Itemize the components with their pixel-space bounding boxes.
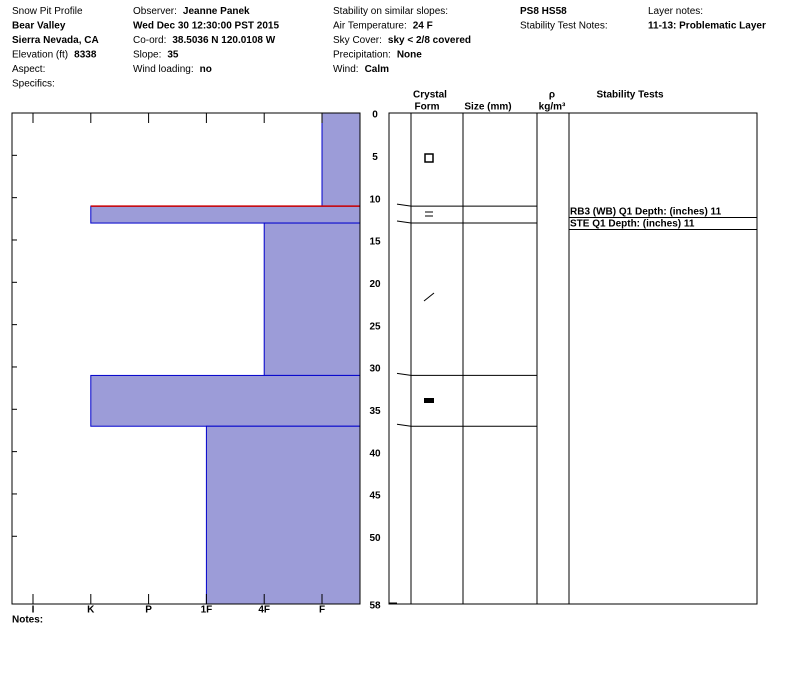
field-value: 35 — [167, 49, 179, 60]
field-value: Jeanne Panek — [183, 6, 250, 17]
hardness-layer — [90, 205, 361, 224]
header-field: PS8 HS58 — [520, 6, 567, 17]
field-value: 38.5036 N 120.0108 W — [172, 35, 275, 46]
header-field: Bear Valley — [12, 20, 66, 31]
layer-boundary — [396, 372, 412, 376]
header-field: Slope: 35 — [133, 49, 179, 60]
field-label: Stability Test Notes: — [520, 20, 608, 31]
field-value: Sierra Nevada, CA — [12, 35, 99, 46]
hardness-tick-label: F — [319, 605, 325, 616]
field-value: no — [200, 64, 212, 75]
depth-tick-label: 45 — [369, 491, 381, 502]
form-header: Form — [415, 102, 440, 113]
depth-tick-label: 5 — [372, 152, 378, 163]
field-value: None — [397, 49, 422, 60]
layer-boundary — [396, 220, 412, 224]
form-icon-crust — [424, 398, 434, 403]
header-field: Wind loading: no — [133, 64, 212, 75]
panel-frame — [388, 112, 758, 605]
depth-tick-label: 58 — [369, 601, 381, 612]
hardness-tick-label: 4F — [258, 605, 270, 616]
depth-tick-label: 15 — [369, 237, 381, 248]
header-field: Air Temperature: 24 F — [333, 20, 433, 31]
depth-tick-label: 35 — [369, 406, 381, 417]
stability-test: STE Q1 Depth: (inches) 11 — [570, 219, 695, 230]
field-label: Elevation (ft) — [12, 49, 68, 60]
field-label: Snow Pit Profile — [12, 6, 83, 17]
field-label: Specifics: — [12, 78, 55, 89]
header-field: Elevation (ft) 8338 — [12, 49, 97, 60]
depth-tick-label: 50 — [369, 533, 381, 544]
field-value: 8338 — [74, 49, 97, 60]
header-field: Layer notes: — [648, 6, 703, 17]
header-field: Precipitation: None — [333, 49, 422, 60]
depth-tick-label: 0 — [372, 110, 378, 121]
field-label: Precipitation: — [333, 49, 391, 60]
depth-tick-label: 40 — [369, 448, 381, 459]
field-value: Calm — [365, 64, 390, 75]
size-header: Size (mm) — [464, 102, 511, 113]
hardness-layer — [263, 222, 361, 376]
form-icon-decomposing — [423, 292, 435, 302]
field-label: Slope: — [133, 49, 161, 60]
field-label: Observer: — [133, 6, 177, 17]
header-field: Aspect: — [12, 64, 45, 75]
hardness-tick-label: 1F — [201, 605, 213, 616]
field-value: sky < 2/8 covered — [388, 35, 471, 46]
field-label: Wind: — [333, 64, 359, 75]
field-value: Wed Dec 30 12:30:00 PST 2015 — [133, 20, 279, 31]
stability-header: Stability Tests — [596, 90, 663, 101]
header-field: Snow Pit Profile — [12, 6, 83, 17]
header-field: Stability Test Notes: — [520, 20, 608, 31]
field-label: Aspect: — [12, 64, 45, 75]
header-field: Sierra Nevada, CA — [12, 35, 99, 46]
field-value: 24 F — [413, 20, 433, 31]
depth-tick-label: 30 — [369, 364, 381, 375]
field-value: 11-13: Problematic Layer — [648, 20, 766, 31]
depth-tick-label: 10 — [369, 194, 381, 205]
hardness-tick-label: K — [87, 605, 95, 616]
layer-boundary — [396, 423, 412, 427]
field-label: Co-ord: — [133, 35, 166, 46]
field-label: Layer notes: — [648, 6, 703, 17]
depth-tick-label: 25 — [369, 321, 381, 332]
header-field: Wed Dec 30 12:30:00 PST 2015 — [133, 20, 279, 31]
field-label: Air Temperature: — [333, 20, 407, 31]
density-unit-header: kg/m³ — [539, 102, 566, 113]
hardness-layer — [90, 374, 361, 427]
hardness-layer — [321, 112, 361, 207]
layer-boundary — [396, 203, 412, 207]
depth-tick-label: 20 — [369, 279, 381, 290]
field-value: PS8 HS58 — [520, 6, 567, 17]
header: Snow Pit Profile Bear Valley Sierra Nevada… — [12, 6, 766, 90]
form-icon-faceted — [424, 153, 434, 163]
plot-border — [11, 112, 361, 605]
hardness-layer — [205, 425, 361, 605]
crystal-header: Crystal — [413, 90, 447, 101]
header-field: Observer: Jeanne Panek — [133, 6, 250, 17]
notes-label: Notes: — [12, 615, 43, 626]
header-field: Co-ord: 38.5036 N 120.0108 W — [133, 35, 276, 46]
field-label: Stability on similar slopes: — [333, 6, 448, 17]
field-value: Bear Valley — [12, 20, 66, 31]
stability-test: RB3 (WB) Q1 Depth: (inches) 11 — [570, 207, 722, 218]
header-field: Wind: Calm — [333, 64, 389, 75]
field-label: Wind loading: — [133, 64, 194, 75]
header-field: Sky Cover: sky < 2/8 covered — [333, 35, 471, 46]
header-field: Stability on similar slopes: — [333, 6, 448, 17]
hardness-tick-label: I — [32, 605, 35, 616]
hardness-tick-label: P — [145, 605, 152, 616]
header-field: 11-13: Problematic Layer — [648, 20, 766, 31]
rho-header: ρ — [549, 90, 555, 101]
field-label: Sky Cover: — [333, 35, 382, 46]
header-field: Specifics: — [12, 78, 55, 89]
